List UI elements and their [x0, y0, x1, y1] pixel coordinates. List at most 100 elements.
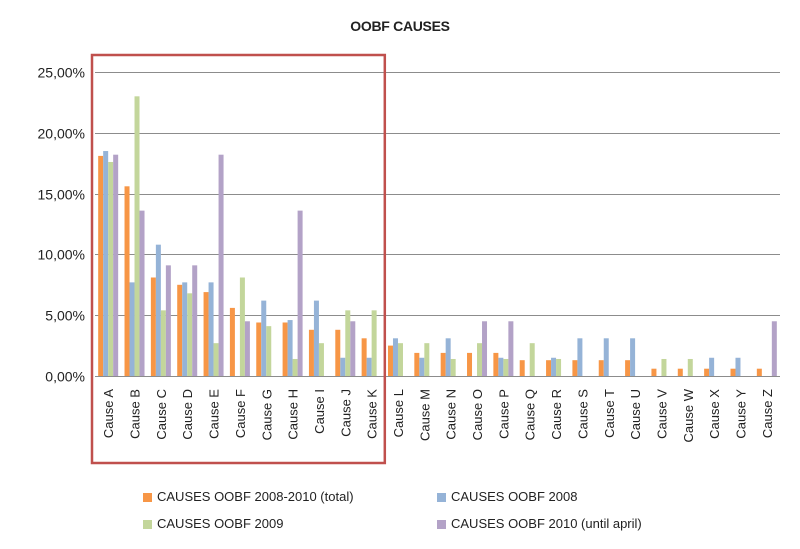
x-tick-label: Cause J: [338, 389, 353, 437]
bar-cause-y-series-1: [735, 357, 741, 376]
y-tick-label: 10,00%: [38, 247, 85, 263]
bar-cause-f-series-3: [244, 321, 250, 376]
bar-cause-f-series-0: [229, 307, 235, 376]
bar-cause-a-series-2: [108, 161, 114, 376]
bar-cause-j-series-0: [335, 329, 341, 376]
bar-cause-r-series-1: [551, 357, 557, 376]
legend-swatch-2009: [143, 520, 152, 529]
x-tick-label: Cause O: [470, 389, 485, 440]
x-tick-label: Cause T: [602, 389, 617, 438]
x-tick-label: Cause S: [575, 389, 590, 439]
x-tick-label: Cause V: [654, 389, 669, 439]
bar-cause-r-series-0: [546, 360, 552, 376]
x-tick-label: Cause G: [259, 389, 274, 440]
bar-cause-a-series-3: [113, 154, 119, 376]
bar-cause-z-series-0: [756, 368, 762, 376]
bar-cause-d-series-1: [182, 282, 188, 376]
y-tick-label: 15,00%: [38, 187, 85, 203]
x-tick-label: Cause X: [707, 389, 722, 439]
chart-title: OOBF CAUSES: [350, 18, 450, 34]
bar-cause-o-series-2: [477, 343, 483, 376]
bar-cause-p-series-0: [493, 352, 499, 376]
x-tick-label: Cause H: [286, 389, 301, 440]
x-tick-label: Cause F: [233, 389, 248, 438]
bar-cause-i-series-2: [318, 343, 324, 376]
x-tick-label: Cause Z: [760, 389, 775, 438]
y-tick-label: 5,00%: [45, 308, 85, 324]
legend-swatch-2010: [437, 520, 446, 529]
x-tick-label: Cause A: [101, 389, 116, 438]
bar-cause-q-series-2: [529, 343, 535, 376]
highlight-box: [90, 53, 387, 465]
bar-cause-d-series-3: [192, 265, 198, 376]
bar-cause-h-series-3: [297, 210, 303, 376]
x-tick-label: Cause B: [128, 389, 143, 439]
bar-cause-f-series-2: [239, 277, 245, 376]
bar-cause-u-series-1: [630, 338, 636, 376]
bar-cause-w-series-2: [687, 358, 693, 376]
bar-cause-n-series-0: [440, 352, 446, 376]
y-tick-label: 20,00%: [38, 126, 85, 142]
bar-cause-j-series-2: [345, 310, 351, 376]
bar-cause-g-series-0: [256, 322, 262, 376]
bar-cause-n-series-2: [450, 358, 456, 376]
x-tick-label: Cause D: [180, 389, 195, 440]
x-tick-label: Cause Q: [523, 389, 538, 440]
bar-cause-l-series-1: [392, 338, 398, 376]
bar-cause-g-series-1: [261, 300, 267, 376]
x-tick-label: Cause U: [628, 389, 643, 440]
bar-cause-y-series-0: [730, 368, 736, 376]
legend-label-total: CAUSES OOBF 2008-2010 (total): [157, 489, 354, 504]
bar-cause-g-series-2: [266, 326, 272, 376]
x-tick-label: Cause R: [549, 389, 564, 440]
legend-item-2009: CAUSES OOBF 2009: [143, 516, 283, 531]
bar-cause-a-series-1: [103, 151, 109, 376]
y-tick-label: 0,00%: [45, 369, 85, 385]
legend-item-2008: CAUSES OOBF 2008: [437, 489, 577, 504]
x-tick-label: Cause C: [154, 389, 169, 440]
bar-cause-c-series-0: [150, 277, 156, 376]
bar-cause-b-series-0: [124, 186, 130, 376]
x-tick-label: Cause L: [391, 389, 406, 437]
x-tick-label: Cause E: [207, 389, 222, 439]
bar-cause-b-series-2: [134, 96, 140, 376]
x-tick-label: Cause I: [312, 389, 327, 434]
legend-label-2008: CAUSES OOBF 2008: [451, 489, 578, 504]
bar-cause-k-series-2: [371, 310, 377, 376]
legend-swatch-total: [143, 493, 152, 502]
bar-cause-s-series-0: [572, 360, 578, 376]
bar-cause-l-series-0: [387, 345, 393, 376]
bar-cause-n-series-1: [445, 338, 451, 376]
bar-cause-p-series-2: [503, 358, 509, 376]
bar-cause-z-series-3: [771, 321, 777, 376]
bar-cause-c-series-1: [155, 244, 161, 376]
bar-cause-t-series-0: [598, 360, 604, 376]
bar-cause-v-series-2: [661, 358, 667, 376]
bar-cause-m-series-2: [424, 343, 430, 376]
bar-cause-m-series-0: [414, 352, 420, 376]
bar-cause-m-series-1: [419, 357, 425, 376]
bar-cause-h-series-0: [282, 322, 288, 376]
bar-cause-b-series-3: [139, 210, 145, 376]
x-tick-label: Cause W: [681, 388, 696, 442]
bar-cause-o-series-0: [467, 352, 473, 376]
bar-cause-e-series-2: [213, 343, 219, 376]
bar-cause-i-series-0: [308, 329, 314, 376]
bar-cause-q-series-0: [519, 360, 525, 376]
bar-cause-i-series-1: [313, 300, 319, 376]
bar-cause-l-series-2: [397, 343, 403, 376]
x-tick-label: Cause Y: [733, 389, 748, 439]
bar-cause-p-series-3: [508, 321, 514, 376]
bar-cause-e-series-1: [208, 282, 214, 376]
bar-cause-x-series-1: [709, 357, 715, 376]
bar-cause-a-series-0: [98, 155, 104, 376]
legend-item-2010: CAUSES OOBF 2010 (until april): [437, 516, 642, 531]
bar-cause-h-series-2: [292, 358, 298, 376]
x-tick-label: Cause K: [365, 389, 380, 439]
bar-cause-e-series-3: [218, 154, 224, 376]
bar-cause-b-series-1: [129, 282, 135, 376]
bar-cause-v-series-0: [651, 368, 657, 376]
y-tick-label: 25,00%: [38, 65, 85, 81]
bar-cause-w-series-0: [677, 368, 683, 376]
